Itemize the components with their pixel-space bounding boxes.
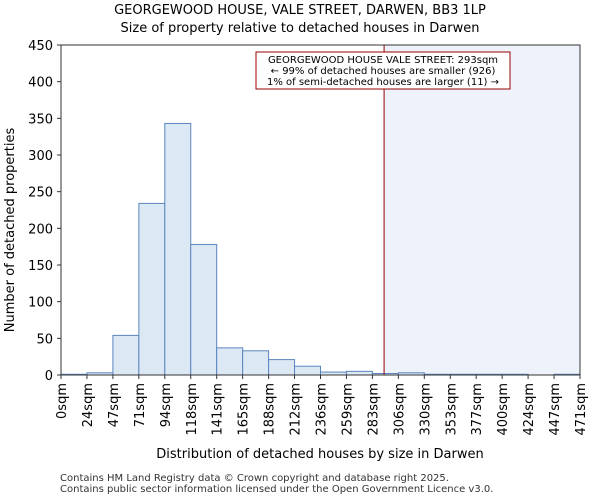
- plot-area: 0 50 100 150 200 250 300 350 400 450 0sqm 24sqm 47sq…: [28, 39, 589, 436]
- bar-71sqm: [138, 202, 166, 376]
- y-tick-label-350: 350: [28, 112, 53, 127]
- bar-94sqm: [164, 122, 192, 376]
- chart-title-line1: GEORGEWOOD HOUSE, VALE STREET, DARWEN, B…: [114, 3, 486, 18]
- chart-title-line2: Size of property relative to detached ho…: [121, 21, 480, 36]
- bar-118sqm: [190, 243, 218, 376]
- x-tick-label-94sqm: 94sqm: [159, 383, 174, 427]
- x-tick-label-236sqm: 236sqm: [315, 383, 330, 436]
- footer-line2: Contains public sector information licen…: [60, 484, 494, 495]
- y-tick-label-150: 150: [28, 259, 53, 274]
- x-tick-label-259sqm: 259sqm: [340, 383, 355, 436]
- y-tick-label-400: 400: [28, 76, 53, 91]
- annotation-line1: GEORGEWOOD HOUSE VALE STREET: 293sqm: [268, 55, 498, 66]
- x-tick-label-165sqm: 165sqm: [237, 383, 252, 436]
- bar-188sqm: [268, 359, 296, 376]
- x-tick-label-24sqm: 24sqm: [81, 383, 96, 427]
- bar-165sqm: [242, 350, 270, 376]
- x-tick-label-212sqm: 212sqm: [289, 383, 304, 436]
- highlight-region: [384, 45, 580, 375]
- x-axis-label: Distribution of detached houses by size …: [156, 447, 483, 462]
- x-tick-label-447sqm: 447sqm: [548, 383, 563, 436]
- x-tick-label-71sqm: 71sqm: [133, 383, 148, 427]
- annotation-line3: 1% of semi-detached houses are larger (1…: [267, 77, 499, 88]
- y-tick-label-300: 300: [28, 149, 53, 164]
- y-tick-label-200: 200: [28, 222, 53, 237]
- x-tick-label-424sqm: 424sqm: [522, 383, 537, 436]
- annotation-line2: ← 99% of detached houses are smaller (92…: [271, 66, 496, 77]
- x-tick-label-118sqm: 118sqm: [185, 383, 200, 436]
- y-axis-label: Number of detached properties: [3, 128, 18, 333]
- x-tick-label-330sqm: 330sqm: [418, 383, 433, 436]
- x-tick-label-47sqm: 47sqm: [107, 383, 122, 427]
- x-tick-label-377sqm: 377sqm: [470, 383, 485, 436]
- footer-line1: Contains HM Land Registry data © Crown c…: [60, 473, 449, 484]
- chart: GEORGEWOOD HOUSE, VALE STREET, DARWEN, B…: [3, 3, 589, 462]
- x-tick-label-400sqm: 400sqm: [496, 383, 511, 436]
- bar-212sqm: [294, 365, 321, 376]
- x-tick-label-141sqm: 141sqm: [211, 383, 226, 436]
- y-tick-label-50: 50: [36, 332, 53, 347]
- x-tick-label-0sqm: 0sqm: [55, 383, 70, 419]
- bar-141sqm: [216, 347, 244, 376]
- y-tick-label-0: 0: [45, 369, 53, 384]
- y-tick-label-100: 100: [28, 296, 53, 311]
- bar-47sqm: [112, 334, 140, 376]
- x-tick-label-306sqm: 306sqm: [392, 383, 407, 436]
- y-tick-label-250: 250: [28, 186, 53, 201]
- x-tick-label-471sqm: 471sqm: [574, 383, 589, 436]
- x-tick-label-188sqm: 188sqm: [263, 383, 278, 436]
- x-tick-label-353sqm: 353sqm: [444, 383, 459, 436]
- bar-259sqm: [345, 370, 373, 376]
- y-tick-label-450: 450: [28, 39, 53, 54]
- x-tick-label-283sqm: 283sqm: [366, 383, 381, 436]
- annotation-box: [255, 51, 511, 90]
